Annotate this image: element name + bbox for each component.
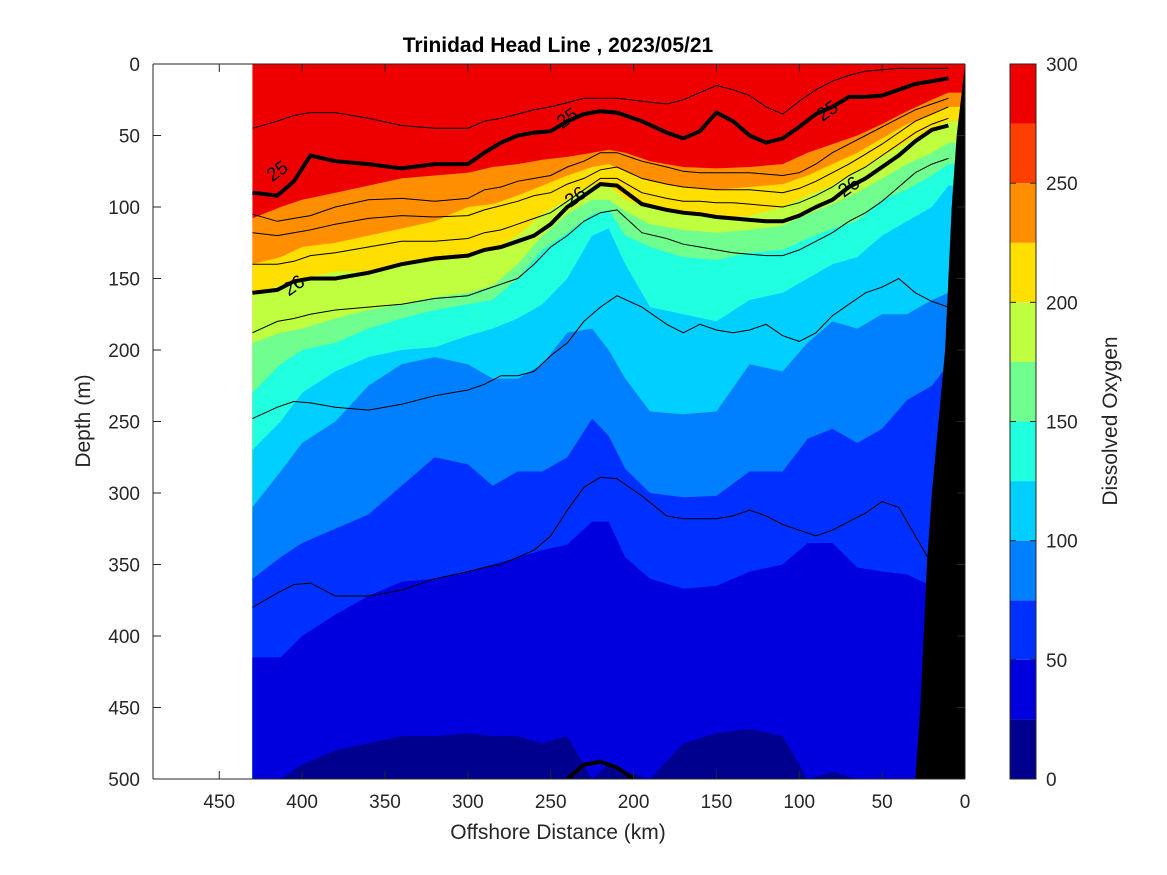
colorbar: 0 50 100 150 200 250 300 <box>1009 55 1078 791</box>
x-tick-label: 400 <box>286 792 318 813</box>
colorbar-tick-label: 150 <box>1046 413 1078 434</box>
colorbar-segment <box>1010 302 1036 362</box>
oxygen-band-50 <box>252 521 965 779</box>
x-tick-label: 450 <box>203 792 235 813</box>
oxygen-band-25 <box>252 729 965 779</box>
colorbar-segment <box>1010 659 1036 720</box>
y-tick-label: 300 <box>108 484 140 505</box>
colorbar-tick-label: 250 <box>1046 174 1078 195</box>
x-axis-label: Offshore Distance (km) <box>450 821 666 844</box>
y-tick-label: 400 <box>108 627 140 648</box>
colorbar-segment <box>1010 600 1036 660</box>
density-contour-thin-3 <box>252 117 949 265</box>
chart-title: Trinidad Head Line , 2023/05/21 <box>403 34 714 57</box>
density-contour-thin-6 <box>252 476 949 608</box>
colorbar-tick-label: 100 <box>1046 532 1078 553</box>
colorbar-tick-label: 300 <box>1046 55 1078 76</box>
y-tick-label: 100 <box>108 198 140 219</box>
x-tick-label: 50 <box>872 792 893 813</box>
density-contour-bottom <box>565 759 635 779</box>
colorbar-segment <box>1010 481 1036 541</box>
colorbar-segment <box>1010 421 1036 482</box>
seafloor-shape <box>915 64 965 779</box>
colorbar-segment <box>1010 183 1036 243</box>
y-tick-label: 0 <box>129 55 140 76</box>
y-tick-label: 50 <box>119 127 140 148</box>
colorbar-tick-label: 0 <box>1046 770 1057 791</box>
colorbar-label: Dissolved Oxygen <box>1099 336 1122 505</box>
y-tick-label: 500 <box>108 770 140 791</box>
oxygen-filled-contours <box>252 64 965 779</box>
oxygen-band-275 <box>252 64 965 136</box>
x-tick-label: 150 <box>701 792 733 813</box>
density-contour-thin-0 <box>252 67 949 129</box>
seafloor <box>915 64 965 779</box>
y-tick-label: 350 <box>108 556 140 577</box>
y-axis: 0 50 100 150 200 250 300 350 400 450 500 <box>108 55 966 791</box>
density-contour-thin-2 <box>252 106 949 237</box>
y-axis-label: Depth (m) <box>72 374 95 467</box>
colorbar-segment <box>1010 540 1036 601</box>
colorbar-segment <box>1010 719 1036 779</box>
y-tick-label: 200 <box>108 341 140 362</box>
density-contour-lines <box>252 67 949 779</box>
density-contour-thin-4 <box>252 157 949 334</box>
colorbar-tick-label: 50 <box>1046 651 1067 672</box>
y-tick-label: 250 <box>108 413 140 434</box>
x-axis: 450 400 350 300 250 200 150 100 50 0 <box>153 63 971 813</box>
x-tick-label: 0 <box>960 792 971 813</box>
y-tick-label: 150 <box>108 270 140 291</box>
density-contour-thin-1 <box>252 97 949 222</box>
x-tick-label: 300 <box>452 792 484 813</box>
density-contour-thin-5 <box>252 277 949 420</box>
colorbar-tick-label: 200 <box>1046 293 1078 314</box>
density-contour-25 <box>252 76 949 198</box>
x-tick-label: 250 <box>535 792 567 813</box>
colorbar-segment <box>1010 361 1036 422</box>
x-tick-label: 100 <box>783 792 815 813</box>
colorbar-segment <box>1010 242 1036 303</box>
colorbar-segment <box>1010 123 1036 184</box>
x-tick-label: 200 <box>618 792 650 813</box>
x-tick-label: 350 <box>369 792 401 813</box>
y-tick-label: 450 <box>108 699 140 720</box>
colorbar-segment <box>1010 64 1036 124</box>
density-contour-26 <box>252 123 949 295</box>
